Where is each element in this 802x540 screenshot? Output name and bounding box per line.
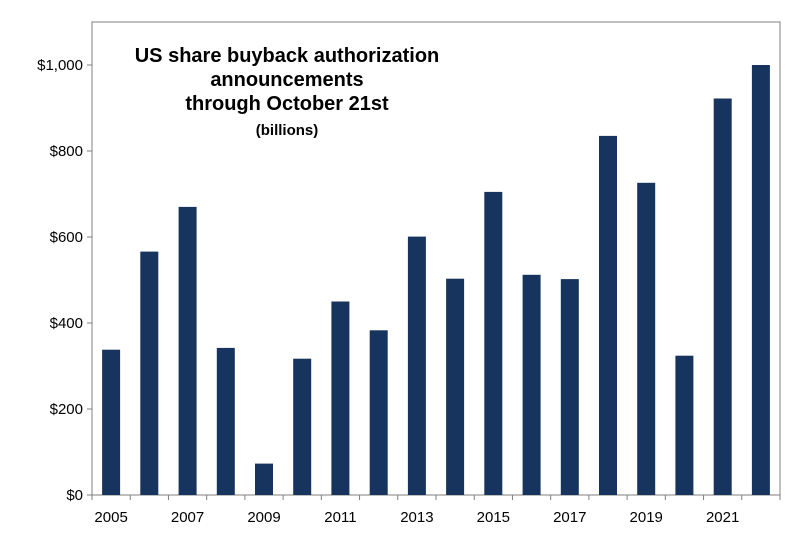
chart-subtitle: (billions) (256, 122, 319, 139)
y-tick-label: $600 (50, 229, 83, 246)
bar-2019 (637, 182, 656, 496)
x-tick-label: 2007 (171, 509, 204, 526)
x-tick-label: 2017 (553, 509, 586, 526)
title-line-3: through October 21st (185, 93, 389, 115)
y-tick-label: $1,000 (37, 57, 83, 74)
x-tick-label: 2021 (706, 509, 739, 526)
bar-2007 (178, 206, 197, 495)
x-tick-label: 2019 (630, 509, 663, 526)
y-tick-label: $400 (50, 315, 83, 332)
bar-2017 (560, 279, 579, 495)
bar-2020 (675, 355, 694, 495)
bar-2010 (293, 358, 312, 495)
y-axis-ticks: $0 $200 $400 $600 $800 $1,000 (37, 57, 92, 504)
y-tick-label: $800 (50, 143, 83, 160)
title-line-1: US share buyback authorization (135, 45, 440, 67)
bar-2008 (216, 347, 235, 495)
x-tick-label: 2005 (94, 509, 127, 526)
x-tick-label: 2009 (247, 509, 280, 526)
plot-area (91, 21, 781, 496)
x-tick-label: 2015 (477, 509, 510, 526)
bar-2016 (522, 274, 541, 495)
x-axis-ticks: 2005 2007 2009 2011 2013 2015 2017 2019 2021 (91, 495, 781, 526)
x-tick-label: 2013 (400, 509, 433, 526)
y-tick-label: $200 (50, 401, 83, 418)
bar-2013 (407, 236, 426, 495)
bar-2021 (713, 98, 732, 495)
bar-2014 (446, 278, 465, 495)
y-tick-label: $0 (66, 487, 83, 504)
bar-2006 (140, 251, 159, 495)
bar-group (102, 65, 770, 496)
bar-2018 (599, 135, 617, 495)
bar-2012 (369, 330, 388, 495)
bar-2015 (484, 191, 503, 495)
chart-title: US share buyback authorization announcem… (135, 45, 440, 139)
bar-2005 (102, 349, 121, 495)
title-line-2: announcements (210, 69, 363, 91)
bar-2009 (255, 463, 273, 495)
x-tick-label: 2011 (324, 509, 356, 526)
bar-2022 (751, 65, 770, 495)
bar-2011 (331, 301, 350, 495)
